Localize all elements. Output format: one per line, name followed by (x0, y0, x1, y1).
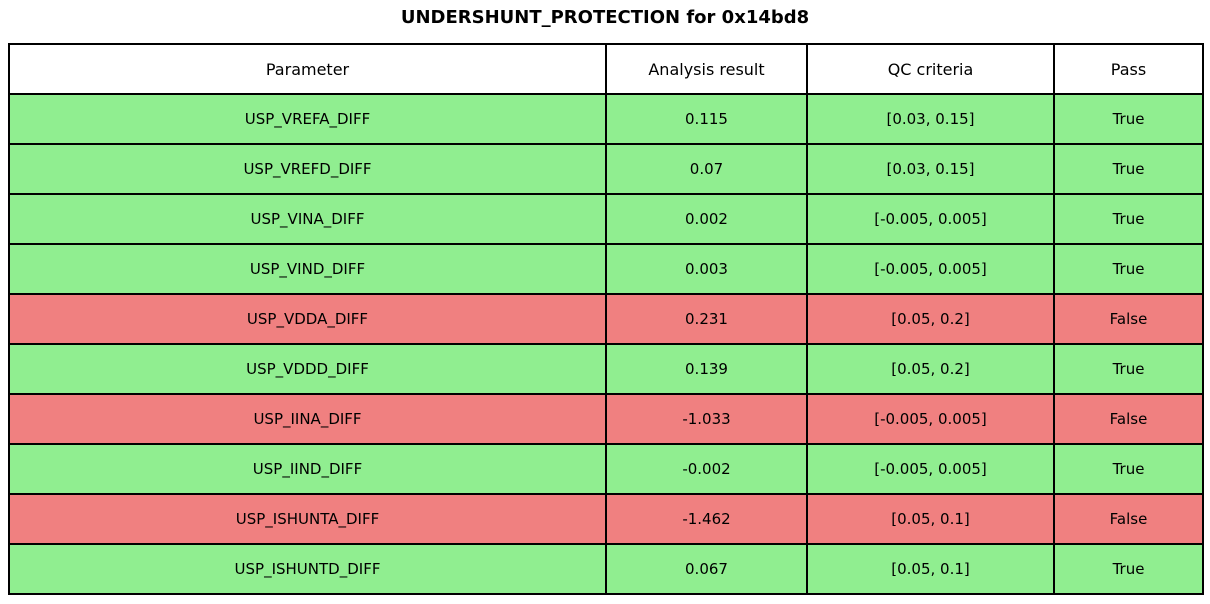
analysis-result-cell: 0.003 (605, 243, 808, 295)
qc-criteria-cell: [0.03, 0.15] (806, 93, 1055, 145)
parameter-cell: USP_VDDD_DIFF (8, 343, 607, 395)
analysis-result-cell: 0.139 (605, 343, 808, 395)
col-header-pass: Pass (1053, 43, 1204, 95)
table-row: USP_VDDD_DIFF 0.139 [0.05, 0.2] True (8, 343, 1204, 395)
table-row: USP_IIND_DIFF -0.002 [-0.005, 0.005] True (8, 443, 1204, 495)
parameter-cell: USP_VDDA_DIFF (8, 293, 607, 345)
table-body: USP_VREFA_DIFF 0.115 [0.03, 0.15] True USP_V… (8, 93, 1204, 595)
table-row: USP_ISHUNTA_DIFF -1.462 [0.05, 0.1] False (8, 493, 1204, 545)
analysis-result-cell: 0.002 (605, 193, 808, 245)
table-row: USP_VREFD_DIFF 0.07 [0.03, 0.15] True (8, 143, 1204, 195)
qc-criteria-cell: [0.05, 0.1] (806, 543, 1055, 595)
col-header-parameter: Parameter (8, 43, 607, 95)
pass-cell: False (1053, 293, 1204, 345)
pass-cell: True (1053, 243, 1204, 295)
table-row: USP_VDDA_DIFF 0.231 [0.05, 0.2] False (8, 293, 1204, 345)
analysis-result-cell: -1.462 (605, 493, 808, 545)
pass-cell: True (1053, 443, 1204, 495)
pass-cell: True (1053, 143, 1204, 195)
parameter-cell: USP_IINA_DIFF (8, 393, 607, 445)
qc-criteria-cell: [0.05, 0.2] (806, 293, 1055, 345)
qc-criteria-cell: [-0.005, 0.005] (806, 393, 1055, 445)
qc-criteria-cell: [0.03, 0.15] (806, 143, 1055, 195)
parameter-cell: USP_VINA_DIFF (8, 193, 607, 245)
parameter-cell: USP_ISHUNTD_DIFF (8, 543, 607, 595)
pass-cell: True (1053, 543, 1204, 595)
col-header-analysis-result: Analysis result (605, 43, 808, 95)
parameter-cell: USP_VIND_DIFF (8, 243, 607, 295)
pass-cell: True (1053, 193, 1204, 245)
table-row: USP_VINA_DIFF 0.002 [-0.005, 0.005] True (8, 193, 1204, 245)
pass-cell: True (1053, 343, 1204, 395)
table-row: USP_ISHUNTD_DIFF 0.067 [0.05, 0.1] True (8, 543, 1204, 595)
pass-cell: True (1053, 93, 1204, 145)
parameter-cell: USP_VREFD_DIFF (8, 143, 607, 195)
page-title: UNDERSHUNT_PROTECTION for 0x14bd8 (400, 7, 810, 28)
analysis-result-cell: -0.002 (605, 443, 808, 495)
header-row: Parameter Analysis result QC criteria Pa… (8, 43, 1204, 95)
table-row: USP_VREFA_DIFF 0.115 [0.03, 0.15] True (8, 93, 1204, 145)
parameter-cell: USP_IIND_DIFF (8, 443, 607, 495)
qc-criteria-cell: [0.05, 0.2] (806, 343, 1055, 395)
qc-results-table: Parameter Analysis result QC criteria Pa… (8, 43, 1204, 595)
parameter-cell: USP_VREFA_DIFF (8, 93, 607, 145)
pass-cell: False (1053, 393, 1204, 445)
analysis-result-cell: 0.115 (605, 93, 808, 145)
analysis-result-cell: 0.231 (605, 293, 808, 345)
table-row: USP_IINA_DIFF -1.033 [-0.005, 0.005] False (8, 393, 1204, 445)
col-header-qc-criteria: QC criteria (806, 43, 1055, 95)
analysis-result-cell: -1.033 (605, 393, 808, 445)
qc-criteria-cell: [-0.005, 0.005] (806, 243, 1055, 295)
parameter-cell: USP_ISHUNTA_DIFF (8, 493, 607, 545)
analysis-result-cell: 0.07 (605, 143, 808, 195)
qc-criteria-cell: [-0.005, 0.005] (806, 193, 1055, 245)
analysis-result-cell: 0.067 (605, 543, 808, 595)
qc-criteria-cell: [0.05, 0.1] (806, 493, 1055, 545)
table-row: USP_VIND_DIFF 0.003 [-0.005, 0.005] True (8, 243, 1204, 295)
qc-criteria-cell: [-0.005, 0.005] (806, 443, 1055, 495)
pass-cell: False (1053, 493, 1204, 545)
